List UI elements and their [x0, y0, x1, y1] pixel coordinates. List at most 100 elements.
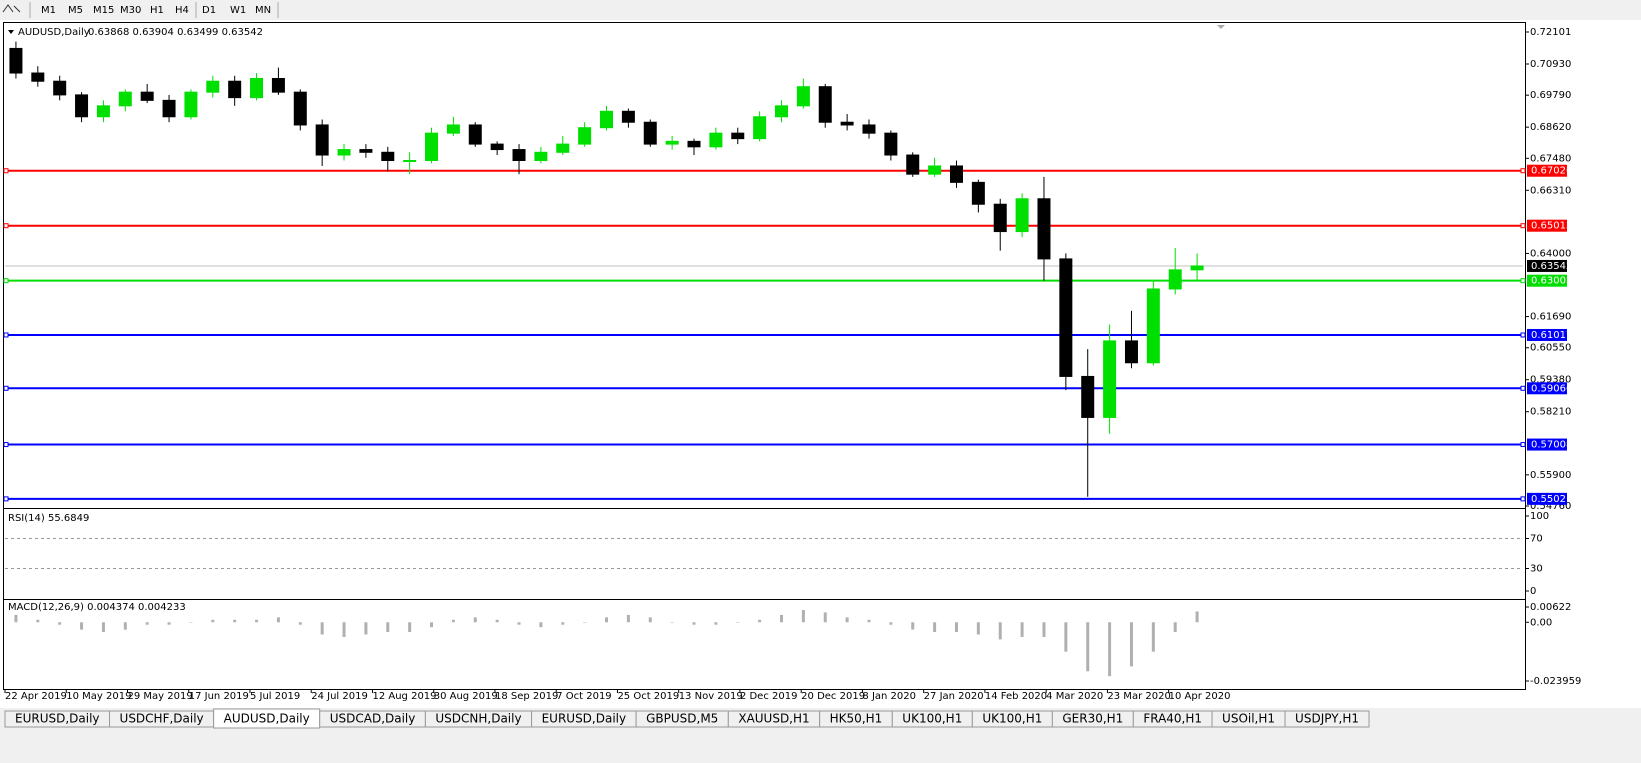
chart-tab-label[interactable]: UK100,H1: [902, 712, 962, 726]
chart-tab-label[interactable]: XAUUSD,H1: [738, 712, 809, 726]
level-price-box: [1527, 274, 1567, 287]
candle-body: [75, 94, 89, 118]
level-price-label: 0.59066: [1531, 383, 1572, 394]
candle-body: [621, 110, 635, 123]
candle-body: [928, 165, 942, 175]
level-price-label: 0.55021: [1531, 494, 1572, 505]
chart-tab-label[interactable]: HK50,H1: [830, 712, 883, 726]
macd-histogram-bar: [430, 622, 434, 628]
timeframe-button[interactable]: M1: [41, 5, 56, 16]
macd-histogram-bar: [692, 622, 696, 625]
candle-body: [884, 132, 898, 156]
chart-tab-label[interactable]: EURUSD,Daily: [542, 712, 627, 726]
chart-tab-label[interactable]: USDCNH,Daily: [435, 712, 521, 726]
level-handle: [3, 168, 9, 174]
level-price-label: 0.63003: [1531, 276, 1572, 287]
candle-body: [949, 165, 963, 183]
candle-body: [534, 151, 548, 161]
chart-title: AUDUSD,Daily: [18, 27, 90, 38]
x-tick-label: 8 Jan 2020: [862, 691, 916, 702]
timeframe-button[interactable]: M15: [93, 5, 114, 16]
level-handle: [3, 278, 9, 284]
candle-body: [1168, 269, 1182, 290]
tab-group: EURUSD,Daily USDCHF,Daily AUDUSD,Daily USDC…: [4, 708, 1370, 729]
macd-histogram-bar: [14, 614, 18, 623]
chart-tab-label[interactable]: EURUSD,Daily: [15, 712, 100, 726]
candle-body: [425, 132, 439, 161]
y-tick-label: 0.66310: [1530, 185, 1571, 196]
macd-histogram-bar: [189, 622, 193, 623]
timeframe-button[interactable]: MN: [255, 5, 271, 16]
macd-histogram-bar: [758, 619, 762, 623]
candle-body: [578, 127, 592, 145]
macd-histogram-bar: [36, 619, 40, 623]
macd-histogram-bar: [473, 617, 477, 623]
macd-histogram-bar: [670, 622, 674, 623]
candle-body: [1124, 340, 1138, 364]
macd-histogram-bar: [954, 622, 958, 633]
chart-tab-label[interactable]: UK100,H1: [982, 712, 1042, 726]
x-tick-label: 13 Nov 2019: [679, 691, 743, 702]
macd-histogram-bar: [495, 619, 499, 623]
candle-body: [556, 143, 570, 153]
chart-tab-label[interactable]: USDCHF,Daily: [120, 712, 204, 726]
x-tick-label: 2 Dec 2019: [740, 691, 798, 702]
candle-body: [490, 143, 504, 151]
candle-body: [600, 110, 614, 129]
chart-tab-label[interactable]: USDJPY,H1: [1295, 712, 1359, 726]
level-price-box: [1527, 219, 1567, 232]
candle-body: [840, 121, 854, 126]
timeframe-button[interactable]: W1: [230, 5, 246, 16]
timeframe-button[interactable]: H1: [150, 5, 164, 16]
macd-histogram-bar: [58, 622, 62, 625]
timeframe-button[interactable]: M30: [120, 5, 141, 16]
x-tick-label: 14 Feb 2020: [985, 691, 1047, 702]
chart-menu-arrow[interactable]: [8, 30, 14, 34]
chart-tab-label[interactable]: GBPUSD,M5: [646, 712, 718, 726]
y-tick-label: 0.70930: [1530, 59, 1571, 70]
macd-histogram-bar: [233, 619, 237, 623]
x-tick-label: 18 Sep 2019: [495, 691, 558, 702]
level-price-label: 0.65015: [1531, 221, 1572, 232]
y-tick-label: 0.59380: [1530, 375, 1571, 386]
chart-tab-label[interactable]: USOil,H1: [1222, 712, 1275, 726]
timeframe-button[interactable]: H4: [175, 5, 189, 16]
candle-body: [118, 91, 132, 107]
macd-histogram-bar: [80, 622, 84, 630]
y-tick-label: 0.58210: [1530, 407, 1571, 418]
chart-tab-label[interactable]: USDCAD,Daily: [330, 712, 416, 726]
chart-tab-label[interactable]: GER30,H1: [1062, 712, 1123, 726]
candle-body: [1081, 375, 1095, 418]
level-price-box: [1527, 328, 1567, 341]
timeframe-button[interactable]: D1: [202, 5, 216, 16]
timeframe-button[interactable]: M5: [68, 5, 83, 16]
macd-histogram-bar: [1020, 622, 1024, 637]
y-tick-label: 0.67480: [1530, 153, 1571, 164]
macd-histogram-bar: [211, 619, 215, 623]
candle-body: [1146, 288, 1160, 364]
candle-body: [665, 140, 679, 145]
y-tick-label: 0.00: [1530, 617, 1552, 628]
x-tick-label: 30 Aug 2019: [434, 691, 498, 702]
y-tick-label: 0.72101: [1530, 27, 1571, 38]
y-tick-label: 0.55900: [1530, 470, 1571, 481]
x-tick-label: 10 May 2019: [66, 691, 131, 702]
chart-tab-label[interactable]: FRA40,H1: [1143, 712, 1202, 726]
macd-histogram-bar: [320, 622, 324, 635]
macd-histogram-bar: [517, 622, 521, 625]
toolbar-icon[interactable]: [2, 4, 21, 13]
macd-histogram-bar: [779, 614, 783, 623]
chart-tab[interactable]: [1284, 710, 1370, 728]
candle-body: [731, 132, 745, 140]
current-price-box: [1527, 259, 1567, 272]
candle-body: [512, 149, 526, 161]
level-handle: [1520, 332, 1526, 338]
x-tick-label: 12 Aug 2019: [372, 691, 436, 702]
candle-body: [403, 159, 417, 162]
candle-body: [906, 154, 920, 175]
candle-body: [359, 149, 373, 153]
chart-tab-label[interactable]: AUDUSD,Daily: [224, 712, 310, 726]
level-handle: [3, 442, 9, 448]
level-handle: [3, 332, 9, 338]
macd-histogram-bar: [823, 612, 827, 623]
